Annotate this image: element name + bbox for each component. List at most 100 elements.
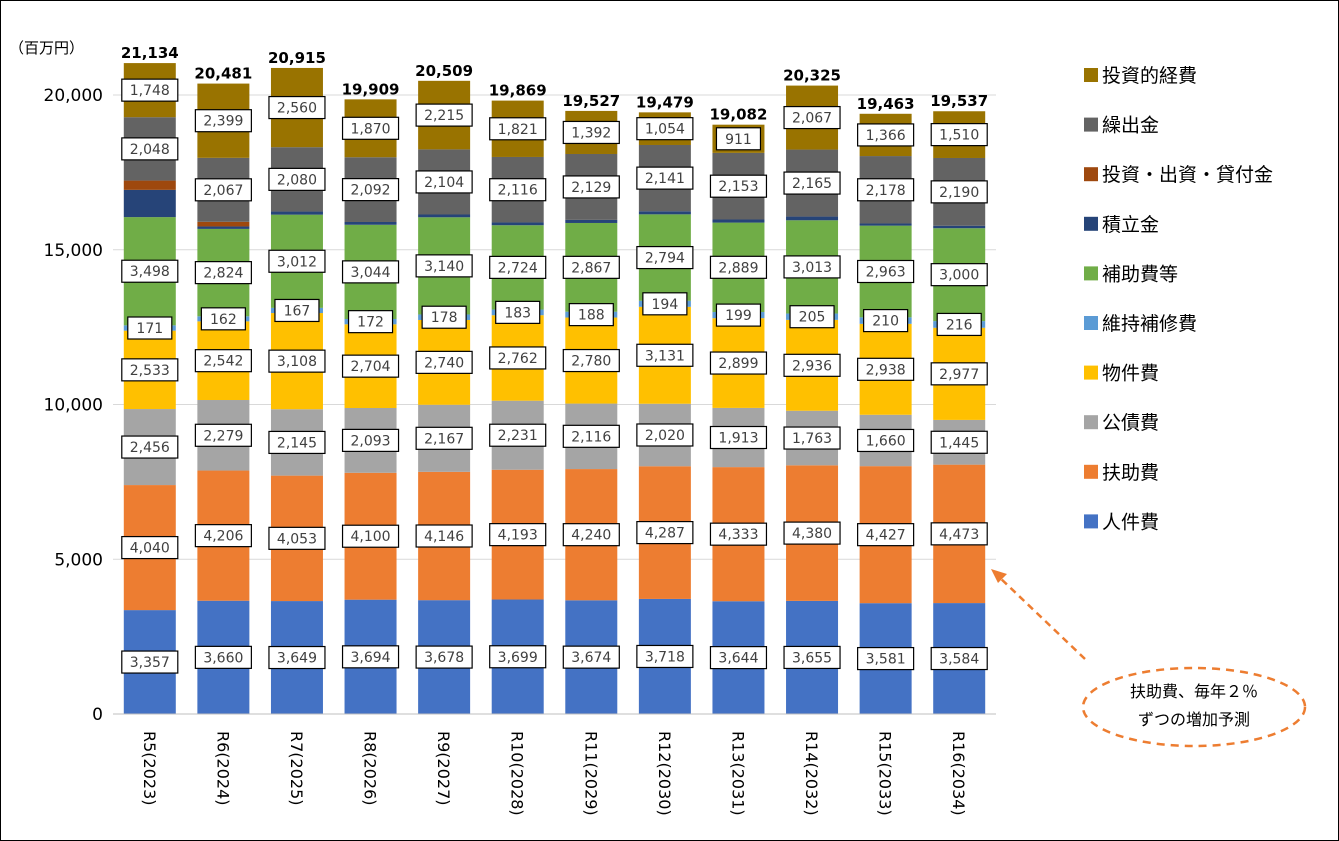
- data-label: 183: [504, 305, 531, 321]
- bar-segment: [712, 219, 765, 223]
- data-label: 1,054: [645, 122, 685, 138]
- data-label-box: [489, 346, 547, 370]
- data-label-box: [636, 343, 694, 367]
- total-label: 20,915: [268, 49, 326, 67]
- data-label: 3,498: [130, 264, 170, 280]
- data-label: 188: [578, 308, 605, 324]
- data-label: 2,533: [130, 363, 170, 379]
- data-label-box: [930, 430, 988, 454]
- data-label-box: [415, 103, 473, 127]
- data-label: 3,044: [350, 265, 390, 281]
- data-label-box: [789, 305, 835, 329]
- data-label: 2,867: [571, 260, 611, 276]
- data-label: 210: [872, 314, 899, 330]
- total-label: 19,527: [562, 92, 620, 110]
- data-label: 2,724: [498, 260, 538, 276]
- data-label: 1,510: [939, 128, 979, 144]
- data-label-box: [415, 254, 473, 278]
- data-label: 2,178: [866, 183, 906, 199]
- data-label-box: [936, 312, 982, 337]
- data-label: 216: [946, 317, 973, 333]
- data-label-box: [709, 425, 768, 450]
- data-label: 1,366: [866, 128, 906, 144]
- x-tick-label: R9(2027): [434, 731, 453, 806]
- data-label-box: [783, 105, 841, 130]
- data-label: 2,145: [277, 435, 317, 451]
- data-label: 2,167: [424, 431, 464, 447]
- data-label: 2,794: [645, 251, 685, 267]
- data-label: 3,718: [645, 649, 685, 665]
- data-label: 2,104: [424, 175, 464, 191]
- data-label-box: [415, 645, 473, 669]
- bar-segment: [123, 189, 176, 218]
- data-label: 3,655: [792, 650, 832, 666]
- legend-swatch: [1084, 266, 1098, 281]
- bar-segment: [270, 211, 323, 215]
- data-label: 2,048: [130, 142, 170, 158]
- data-label: 194: [652, 297, 679, 313]
- data-label-box: [642, 292, 688, 316]
- data-label: 2,899: [718, 356, 758, 372]
- data-label-box: [709, 646, 768, 670]
- data-label: 4,240: [571, 528, 611, 544]
- data-label-box: [121, 137, 179, 161]
- data-label-box: [930, 263, 988, 287]
- data-label-box: [709, 522, 768, 546]
- data-label: 2,740: [424, 355, 464, 371]
- data-label-box: [415, 350, 473, 374]
- data-label: 3,012: [277, 254, 317, 270]
- legend-swatch: [1084, 365, 1098, 380]
- data-label-box: [783, 171, 841, 195]
- data-label-box: [489, 255, 547, 279]
- data-label: 1,445: [939, 435, 979, 451]
- data-label-box: [489, 523, 547, 547]
- annotation-text: 扶助費、毎年２％: [1130, 682, 1258, 701]
- data-label: 1,763: [792, 431, 832, 447]
- legend-label: 扶助費: [1102, 462, 1159, 484]
- data-label-box: [562, 645, 620, 669]
- data-label-box: [562, 424, 620, 448]
- data-label-box: [341, 428, 400, 452]
- bar-segment: [859, 223, 912, 226]
- data-label-box: [636, 520, 694, 545]
- data-label-box: [194, 178, 252, 202]
- data-label-box: [857, 428, 915, 453]
- annotation-ellipse: [1081, 666, 1307, 748]
- data-label-box: [274, 298, 320, 323]
- legend-swatch: [1084, 464, 1098, 479]
- data-label: 3,699: [498, 650, 538, 666]
- data-label: 2,020: [645, 428, 685, 444]
- data-label-box: [341, 116, 400, 140]
- data-label-box: [121, 535, 179, 560]
- data-label-box: [121, 358, 179, 382]
- x-tick-label: R8(2026): [361, 731, 380, 806]
- total-label: 19,463: [857, 95, 915, 113]
- data-label: 2,399: [203, 114, 243, 130]
- data-label-box: [341, 645, 400, 669]
- data-label-box: [562, 255, 620, 279]
- legend-label: 人件費: [1102, 511, 1159, 533]
- data-label-box: [562, 175, 620, 199]
- data-label-box: [783, 255, 841, 279]
- legend-label: 投資・出資・貸付金: [1102, 164, 1273, 186]
- data-label-box: [636, 644, 694, 669]
- x-tick-label: R10(2028): [508, 731, 527, 816]
- data-label-box: [568, 303, 614, 327]
- data-label-box: [562, 120, 620, 145]
- data-label: 3,357: [130, 655, 170, 671]
- x-tick-label: R7(2025): [287, 731, 306, 806]
- data-label-box: [127, 316, 173, 340]
- legend-swatch: [1084, 514, 1098, 529]
- data-label: 3,660: [203, 650, 243, 666]
- data-label-box: [489, 645, 547, 669]
- data-label-box: [857, 178, 915, 202]
- legend-label: 補助費等: [1102, 263, 1178, 285]
- data-label: 3,678: [424, 650, 464, 666]
- data-label: 3,581: [866, 652, 906, 668]
- total-label: 20,325: [783, 67, 841, 85]
- data-label-box: [268, 95, 326, 120]
- y-tick-label: 10,000: [44, 396, 103, 416]
- data-label: 2,456: [130, 440, 170, 456]
- bars: [123, 63, 986, 714]
